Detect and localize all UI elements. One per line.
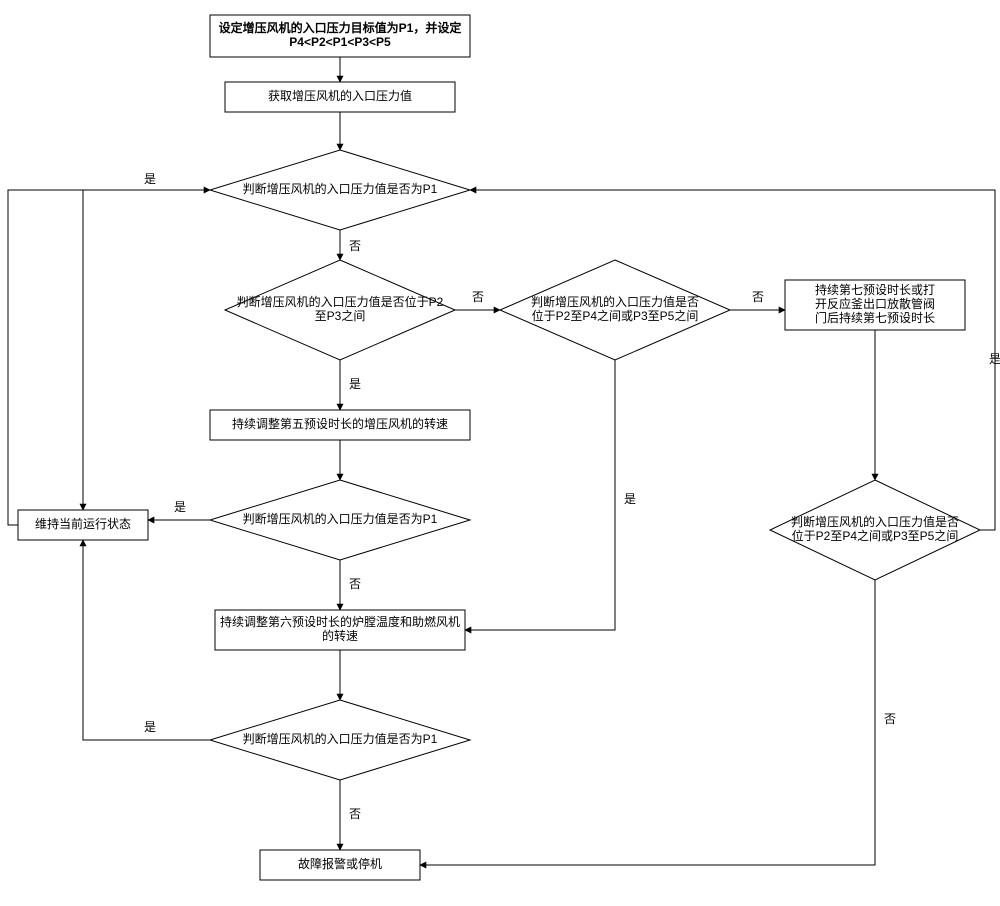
- node-text: 判断增压风机的入口压力值是否为P1: [243, 731, 438, 746]
- node-text: 开反应釜出口放散管阀: [815, 296, 935, 311]
- edge-label: 是: [144, 172, 156, 186]
- flowchart-canvas: 否是是否否是是否是否是否设定增压风机的入口压力目标值为P1，并设定P4<P2<P…: [0, 0, 1000, 906]
- node-text: 门后持续第七预设时长: [815, 310, 935, 325]
- edge-label: 是: [349, 377, 361, 391]
- node-text: 故障报警或停机: [298, 856, 382, 871]
- edge: [420, 580, 875, 865]
- edge-label: 否: [472, 290, 484, 304]
- node-text: 的转速: [322, 628, 358, 643]
- node-text: 位于P2至P4之间或P3至P5之间: [532, 308, 699, 323]
- edge-label: 否: [349, 577, 361, 591]
- edge-label: 是: [624, 492, 636, 506]
- edge-label: 否: [884, 712, 896, 726]
- node-text: 判断增压风机的入口压力值是否为P1: [243, 181, 438, 196]
- edge-label: 是: [174, 500, 186, 514]
- node-text: 持续调整第六预设时长的炉膛温度和助燃风机: [220, 614, 460, 629]
- node-text: 判断增压风机的入口压力值是否位于P2: [237, 294, 444, 309]
- node-text: 获取增压风机的入口压力值: [268, 88, 412, 103]
- node-text: 持续第七预设时长或打: [815, 282, 935, 297]
- edge: [8, 190, 210, 525]
- edge: [470, 190, 995, 530]
- node-text: 判断增压风机的入口压力值是否: [791, 514, 959, 529]
- edge: [83, 540, 210, 740]
- edge-label: 是: [989, 352, 1000, 366]
- edge: [83, 190, 210, 510]
- node-text: 维持当前运行状态: [35, 516, 131, 531]
- node-text: 持续调整第五预设时长的增压风机的转速: [232, 416, 448, 431]
- edge-label: 否: [752, 290, 764, 304]
- node-text: 设定增压风机的入口压力目标值为P1，并设定: [219, 20, 462, 35]
- edge-label: 否: [349, 807, 361, 821]
- node-text: 判断增压风机的入口压力值是否: [531, 294, 699, 309]
- node-text: 至P3之间: [315, 309, 366, 323]
- edge: [465, 360, 615, 630]
- node-text: P4<P2<P1<P3<P5: [289, 35, 391, 49]
- edge-label: 否: [349, 239, 361, 253]
- node-text: 判断增压风机的入口压力值是否为P1: [243, 511, 438, 526]
- edge-label: 是: [144, 720, 156, 734]
- node-text: 位于P2至P4之间或P3至P5之间: [792, 528, 959, 543]
